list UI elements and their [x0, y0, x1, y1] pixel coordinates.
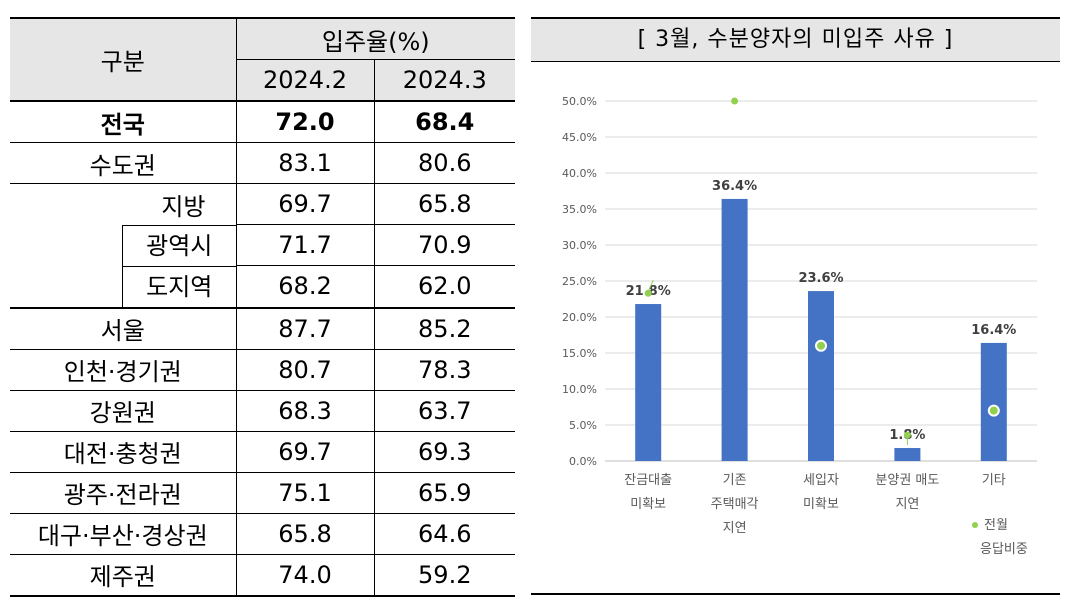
y-tick-label: 35.0%: [562, 203, 597, 216]
table-row: 대구·부산·경상권 65.8 64.6: [10, 512, 515, 554]
data-label: 16.4%: [971, 323, 1016, 338]
x-tick-label: 주택매각: [711, 497, 759, 512]
table-row: 서울 87.7 85.2: [10, 306, 515, 349]
value-cell: 71.7: [235, 224, 374, 266]
header-col2: 2024.3: [373, 59, 515, 101]
x-tick-label: 지연: [723, 521, 747, 536]
x-tick-label: 미확보: [630, 497, 666, 512]
table-row: 광역시 71.7 70.9: [10, 224, 515, 266]
value-cell: 64.6: [373, 512, 515, 554]
legend-label: 응답비중: [980, 542, 1028, 557]
region-cell: 제주권: [10, 553, 236, 597]
value-cell: 62.0: [373, 265, 515, 308]
bar-chart: 0.0% 5.0% 10.0% 15.0% 20.0% 25.0% 30.0% 35.0% 40…: [562, 95, 1037, 557]
bar: [635, 304, 662, 461]
y-tick-label: 15.0%: [562, 347, 597, 360]
value-cell: 68.2: [235, 265, 374, 308]
y-tick-label: 25.0%: [562, 275, 597, 288]
marker-point: [815, 339, 827, 352]
value-cell: 75.1: [235, 471, 374, 513]
chart-panel: [ 3월, 수분양자의 미입주 사유 ] 0.0% 5.0% 10.0% 15.0% 2…: [531, 17, 1060, 595]
bar: [808, 291, 834, 461]
bar: [894, 448, 921, 461]
y-tick-label: 0.0%: [569, 455, 597, 468]
y-tick-label: 45.0%: [562, 131, 597, 144]
value-cell: 69.3: [373, 430, 515, 472]
region-cell: 수도권: [10, 142, 236, 184]
value-cell: 65.8: [235, 512, 374, 554]
y-tick-label: 5.0%: [569, 419, 597, 432]
value-cell: 69.7: [235, 430, 374, 472]
header-rate: 입주율(%): [235, 17, 515, 60]
marker-point: [644, 289, 652, 297]
region-cell: 강원권: [10, 389, 236, 431]
region-cell: 서울: [10, 306, 236, 349]
value-cell: 68.3: [235, 389, 374, 431]
value-cell: 83.1: [235, 142, 374, 184]
x-tick-label: 분양권 매도: [875, 473, 939, 488]
value-cell: 80.6: [373, 142, 515, 184]
table-row: 광주·전라권 75.1 65.9: [10, 471, 515, 513]
region-cell: 광역시: [122, 224, 236, 266]
value-cell: 80.7: [235, 348, 374, 390]
bar: [980, 342, 1007, 461]
marker-point: [987, 404, 1000, 417]
table-header-row: 구분 입주율(%): [10, 17, 515, 101]
table-subheader-row: 2024.2 2024.3: [10, 59, 515, 101]
y-tick-label: 20.0%: [562, 311, 597, 324]
y-tick-label: 40.0%: [562, 167, 597, 180]
region-cell: 대전·충청권: [10, 430, 236, 472]
bar: [721, 198, 748, 462]
leader-line: [646, 279, 654, 295]
table-row: 대전·충청권 69.7 69.3: [10, 430, 515, 472]
table-row: 수도권 83.1 80.6: [10, 142, 515, 184]
value-cell: 78.3: [373, 348, 515, 390]
value-cell: 74.0: [235, 553, 374, 597]
panel-bottom-rule: [531, 593, 1060, 595]
region-cell: 지방: [10, 183, 236, 225]
region-cell: 인천·경기권: [10, 348, 236, 390]
y-tick-label: 30.0%: [562, 239, 597, 252]
y-tick-label: 10.0%: [562, 383, 597, 396]
x-tick-label: 세입자: [803, 473, 839, 488]
table-row: 강원권 68.3 63.7: [10, 389, 515, 431]
data-label: 36.4%: [712, 179, 757, 194]
x-tick-label: 기타: [982, 473, 1006, 488]
legend-marker: [972, 522, 978, 528]
value-cell: 63.7: [373, 389, 515, 431]
marker-point: [731, 97, 739, 105]
value-cell: 70.9: [373, 224, 515, 266]
occupancy-rate-table: 구분 입주율(%) 2024.2 2024.3 전국 72.0 68.4 수도권…: [10, 17, 515, 597]
legend-label: 전월: [984, 518, 1008, 533]
table-row: 도지역 68.2 62.0: [10, 265, 515, 308]
region-subcell: 광역시: [10, 224, 236, 266]
value-cell: 65.8: [373, 183, 515, 225]
x-tick-label: 잔금대출: [624, 473, 672, 488]
data-label: 23.6%: [798, 271, 843, 286]
table-row: 인천·경기권 80.7 78.3: [10, 348, 515, 390]
value-cell: 72.0: [235, 100, 374, 143]
region-subcell: 도지역: [10, 265, 236, 308]
value-cell: 69.7: [235, 183, 374, 225]
marker-point: [903, 431, 911, 439]
header-col1: 2024.2: [235, 59, 374, 101]
table-row: 지방 69.7 65.8: [10, 183, 515, 225]
value-cell: 87.7: [235, 306, 374, 349]
x-tick-label: 기존: [723, 473, 747, 488]
chart-title: [ 3월, 수분양자의 미입주 사유 ]: [531, 17, 1060, 62]
region-cell: 대구·부산·경상권: [10, 512, 236, 554]
y-tick-label: 50.0%: [562, 95, 597, 108]
x-tick-label: 지연: [895, 497, 919, 512]
value-cell: 68.4: [373, 100, 515, 143]
header-region: 구분: [10, 17, 236, 101]
region-cell: 광주·전라권: [10, 471, 236, 513]
value-cell: 85.2: [373, 306, 515, 349]
region-cell: 전국: [10, 100, 236, 143]
value-cell: 59.2: [373, 553, 515, 597]
x-tick-label: 미확보: [803, 497, 839, 512]
region-cell: 도지역: [122, 265, 236, 307]
value-cell: 65.9: [373, 471, 515, 513]
table-row: 제주권 74.0 59.2: [10, 553, 515, 597]
table-row: 전국 72.0 68.4: [10, 100, 515, 143]
